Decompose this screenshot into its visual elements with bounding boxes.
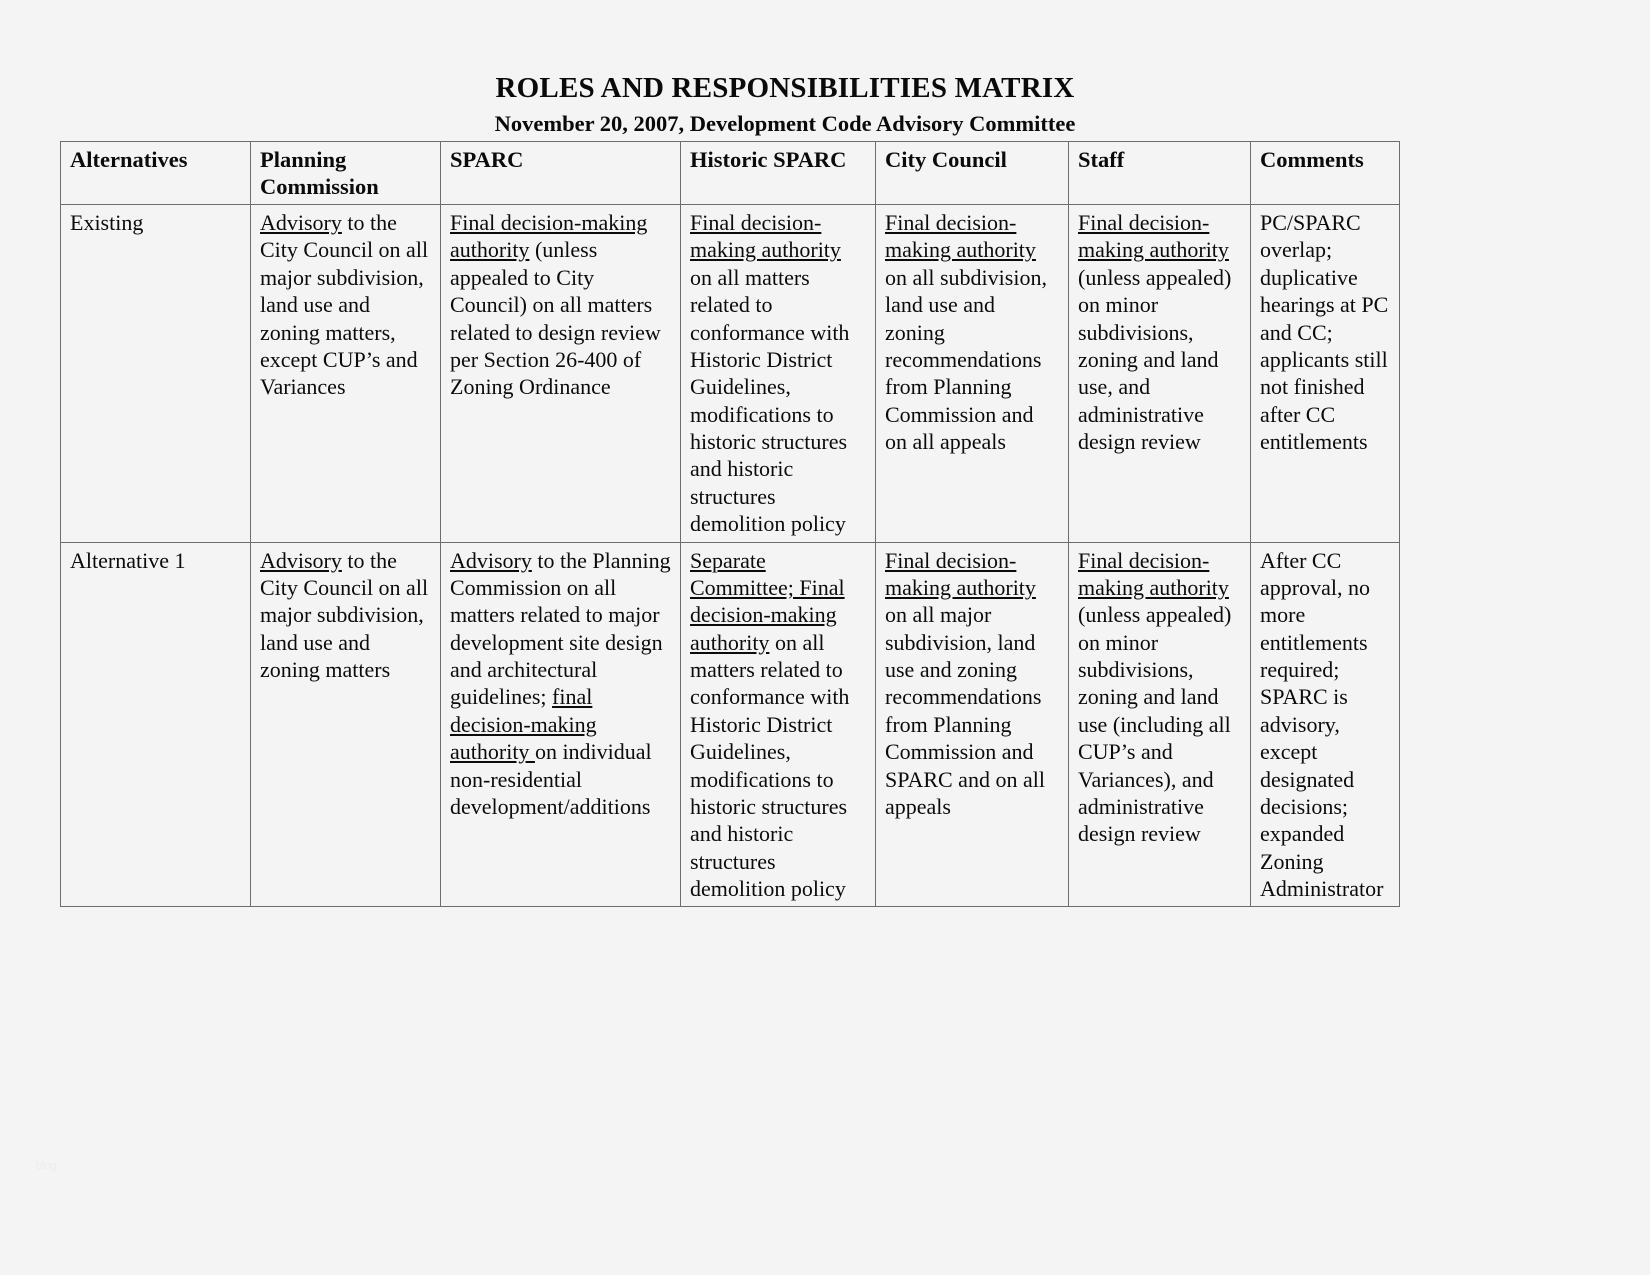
- cell-alternative1-alternatives: Alternative 1: [60, 541, 251, 908]
- cell-alternative1-comments: After CC approval, no more entitlements …: [1250, 541, 1400, 908]
- cell-existing-historic-sparc: Final decision-making authority on all m…: [680, 204, 876, 543]
- cell-plain-text: to the Planning Commission on all matter…: [450, 547, 671, 710]
- page-title: ROLES AND RESPONSIBILITIES MATRIX: [495, 72, 1075, 104]
- cell-plain-text: to the City Council on all major subdivi…: [260, 547, 429, 683]
- cell-plain-text: on all matters related to conformance wi…: [690, 629, 850, 902]
- matrix-table-container: Alternatives Planning Commission SPARC H…: [60, 140, 1400, 908]
- cell-plain-text: PC/SPARC overlap; duplicative hearings a…: [1260, 210, 1389, 455]
- roles-responsibilities-table: Alternatives Planning Commission SPARC H…: [60, 140, 1400, 908]
- cell-existing-sparc: Final decision-making authority (unless …: [440, 204, 681, 543]
- table-row: Existing Advisory to the City Council on…: [60, 204, 1400, 543]
- cell-plain-text: on all subdivision, land use and zoning …: [885, 264, 1047, 455]
- cell-underlined-text: Separate Committee; Final decision-makin…: [690, 547, 845, 655]
- column-header-alternatives: Alternatives: [60, 140, 251, 206]
- cell-underlined-text: Final decision-making authority: [885, 547, 1036, 600]
- column-header-staff: Staff: [1068, 140, 1251, 206]
- cell-alternative1-historic-sparc: Separate Committee; Final decision-makin…: [680, 541, 876, 908]
- cell-existing-alternatives: Existing: [60, 204, 251, 543]
- cell-alternative1-staff: Final decision-making authority (unless …: [1068, 541, 1251, 908]
- cell-plain-text: After CC approval, no more entitlements …: [1260, 547, 1384, 902]
- cell-existing-staff: Final decision-making authority (unless …: [1068, 204, 1251, 543]
- cell-plain-text: on all major subdivision, land use and z…: [885, 602, 1045, 819]
- column-header-comments: Comments: [1250, 140, 1400, 206]
- column-header-planning-commission: Planning Commission: [250, 140, 441, 206]
- table-row: Alternative 1 Advisory to the City Counc…: [60, 541, 1400, 908]
- cell-underlined-text: Final decision-making authority: [1078, 210, 1229, 263]
- cell-plain-text: (unless appealed to City Council) on all…: [450, 237, 661, 400]
- document-header: ROLES AND RESPONSIBILITIES MATRIX Novemb…: [60, 70, 1510, 139]
- cell-underlined-text: Advisory: [260, 547, 342, 573]
- cell-plain-text: Existing: [70, 210, 144, 236]
- table-header-row: Alternatives Planning Commission SPARC H…: [60, 140, 1400, 206]
- cell-alternative1-planning-commission: Advisory to the City Council on all majo…: [250, 541, 441, 908]
- cell-underlined-text: Final decision-making authority: [1078, 547, 1229, 600]
- page-subtitle: November 20, 2007, Development Code Advi…: [494, 111, 1076, 137]
- cell-underlined-text: Final decision-making authority: [690, 210, 841, 263]
- cell-underlined-text: Advisory: [260, 210, 342, 236]
- page-watermark: blog: [36, 1160, 57, 1172]
- cell-existing-comments: PC/SPARC overlap; duplicative hearings a…: [1250, 204, 1400, 543]
- cell-alternative1-sparc: Advisory to the Planning Commission on a…: [440, 541, 681, 908]
- column-header-city-council: City Council: [875, 140, 1069, 206]
- column-header-sparc: SPARC: [440, 140, 681, 206]
- cell-plain-text: Alternative 1: [70, 547, 186, 573]
- cell-underlined-text-2: final decision-making authority: [450, 684, 597, 765]
- cell-underlined-text: Final decision-making authority: [450, 210, 648, 263]
- cell-plain-text: to the City Council on all major subdivi…: [260, 210, 429, 400]
- column-header-historic-sparc: Historic SPARC: [680, 140, 876, 206]
- cell-plain-text: (unless appealed) on minor subdivisions,…: [1078, 602, 1232, 847]
- cell-plain-text-2: on individual non-residential developmen…: [450, 739, 652, 819]
- cell-underlined-text: Final decision-making authority: [885, 210, 1036, 263]
- cell-plain-text: on all matters related to conformance wi…: [690, 264, 850, 537]
- cell-underlined-text: Advisory: [450, 547, 532, 573]
- cell-alternative1-city-council: Final decision-making authority on all m…: [875, 541, 1069, 908]
- cell-existing-planning-commission: Advisory to the City Council on all majo…: [250, 204, 441, 543]
- cell-existing-city-council: Final decision-making authority on all s…: [875, 204, 1069, 543]
- cell-plain-text: (unless appealed) on minor subdivisions,…: [1078, 264, 1232, 455]
